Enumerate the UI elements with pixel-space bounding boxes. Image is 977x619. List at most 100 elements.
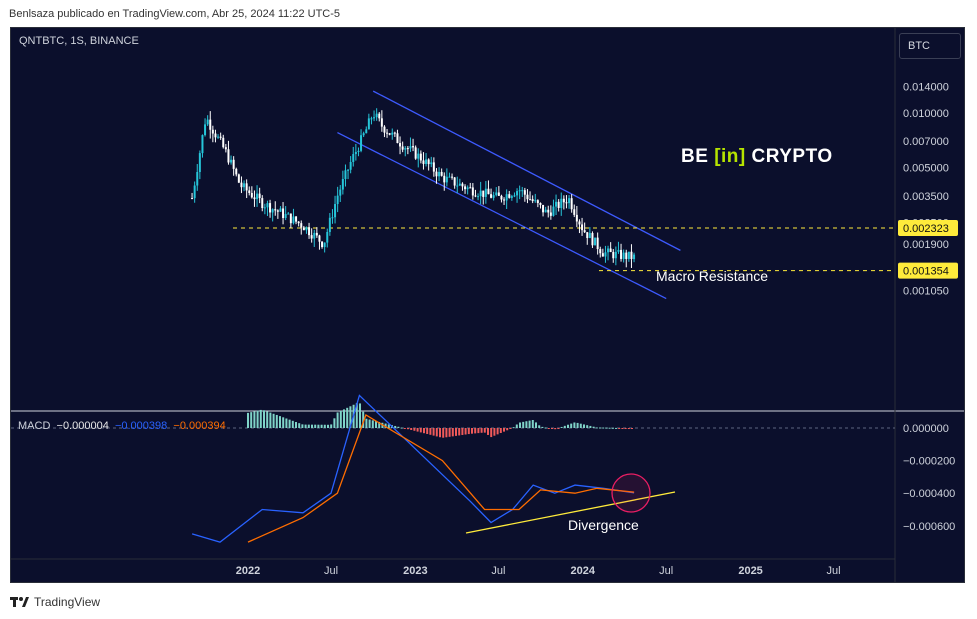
- candle-body: [599, 249, 602, 254]
- candle-body: [549, 212, 552, 216]
- candle-body: [542, 204, 545, 213]
- macd-hist-bar: [567, 424, 569, 428]
- macd-hist-bar: [253, 411, 256, 428]
- candle-body: [248, 190, 251, 193]
- macd-hist-bar: [586, 425, 589, 428]
- macd-hist-bar: [544, 427, 547, 429]
- candle-body: [383, 126, 386, 133]
- candle-body: [271, 209, 274, 213]
- candle-body: [464, 186, 467, 190]
- candle-body: [461, 183, 464, 187]
- candle-body: [492, 195, 495, 198]
- candle-body: [391, 132, 394, 135]
- macd-hist-bar: [413, 428, 416, 431]
- macd-hist-value: −0.000004: [56, 420, 109, 432]
- macd-hist-bar: [615, 427, 617, 429]
- macd-hist-bar: [311, 424, 313, 428]
- candle-body: [253, 197, 256, 200]
- price-tick-label: 0.003500: [903, 191, 949, 203]
- candle-body: [456, 185, 459, 187]
- candle-body: [308, 227, 311, 236]
- candle-body: [295, 216, 298, 222]
- candle-body: [360, 135, 363, 151]
- candle-body: [263, 207, 266, 209]
- candle-body: [222, 137, 225, 148]
- macd-hist-bar: [371, 420, 374, 428]
- candle-body: [193, 185, 196, 199]
- candle-body: [393, 132, 396, 134]
- time-tick-label: 2022: [236, 565, 260, 577]
- time-tick-label: Jul: [827, 565, 841, 577]
- candle-body: [630, 251, 633, 260]
- divergence-circle: [611, 473, 651, 513]
- macd-hist-bar: [387, 424, 390, 428]
- candle-body: [274, 209, 277, 211]
- macd-hist-bar: [333, 418, 336, 428]
- macd-hist-bar: [560, 426, 563, 428]
- candle-body: [490, 194, 493, 198]
- tradingview-logo[interactable]: TradingView: [10, 595, 100, 609]
- candle-body: [607, 248, 610, 253]
- macd-hist-bar: [554, 428, 557, 430]
- candle-body: [209, 119, 212, 130]
- macd-hist-bar: [461, 428, 464, 435]
- candle-body: [269, 203, 272, 213]
- candle-body: [224, 147, 227, 150]
- macd-hist-bar: [522, 421, 525, 428]
- time-tick-label: Jul: [659, 565, 673, 577]
- candle-body: [591, 233, 594, 246]
- macd-hist-bar: [455, 428, 457, 436]
- candle-body: [227, 149, 230, 163]
- time-tick-label: 2024: [571, 565, 596, 577]
- macd-hist-bar: [272, 413, 275, 428]
- candle-body: [243, 183, 246, 188]
- macd-hist-bar: [330, 424, 333, 428]
- candle-body: [583, 230, 586, 233]
- macd-hist-bar: [423, 428, 425, 434]
- macd-hist-bar: [541, 426, 544, 428]
- candle-body: [266, 203, 269, 208]
- chart-frame[interactable]: 0.014000 0.010000 0.007000 0.005000 0.003500…: [10, 27, 965, 583]
- macd-tick-label: −0.000600: [903, 521, 955, 533]
- macd-hist-bar: [295, 421, 297, 428]
- candle-body: [336, 195, 339, 205]
- candle-body: [505, 194, 508, 201]
- macd-hist-bar: [442, 428, 445, 438]
- macd-hist-bar: [435, 428, 438, 437]
- symbol-label: QNTBTC, 1S, BINANCE: [19, 35, 139, 47]
- publish-info: Benlsaza publicado en TradingView.com, A…: [9, 8, 341, 20]
- candle-body: [466, 187, 469, 190]
- candle-body: [357, 150, 360, 152]
- level-label-text: 0.002323: [903, 223, 949, 235]
- candle-body: [555, 201, 558, 207]
- currency-button[interactable]: BTC: [899, 33, 961, 59]
- candle-body: [367, 118, 370, 130]
- candle-body: [560, 198, 563, 209]
- candle-body: [258, 193, 261, 199]
- candle-body: [451, 176, 454, 178]
- macd-hist-bar: [487, 428, 489, 435]
- candle-body: [354, 151, 357, 155]
- candle-body: [323, 242, 326, 248]
- macd-hist-bar: [407, 428, 409, 430]
- candle-body: [419, 153, 422, 161]
- macd-hist-bar: [410, 428, 413, 430]
- candle-body: [552, 206, 555, 216]
- candle-body: [375, 113, 378, 118]
- candle-body: [601, 253, 604, 257]
- macd-hist-bar: [602, 427, 605, 429]
- candle-body: [406, 148, 409, 150]
- candle-body: [430, 162, 433, 165]
- macd-tick-label: 0.000000: [903, 423, 949, 435]
- candle-body: [435, 171, 438, 177]
- candle-body: [302, 227, 305, 231]
- candle-body: [292, 216, 295, 224]
- candle-body: [339, 189, 342, 196]
- candle-body: [477, 196, 480, 198]
- chart-canvas[interactable]: 0.014000 0.010000 0.007000 0.005000 0.003500…: [11, 28, 964, 582]
- macd-hist-bar: [320, 424, 323, 428]
- logo-be: BE: [681, 146, 709, 167]
- candle-body: [399, 143, 402, 147]
- macd-hist-bar: [256, 410, 259, 428]
- macd-hist-bar: [490, 428, 493, 438]
